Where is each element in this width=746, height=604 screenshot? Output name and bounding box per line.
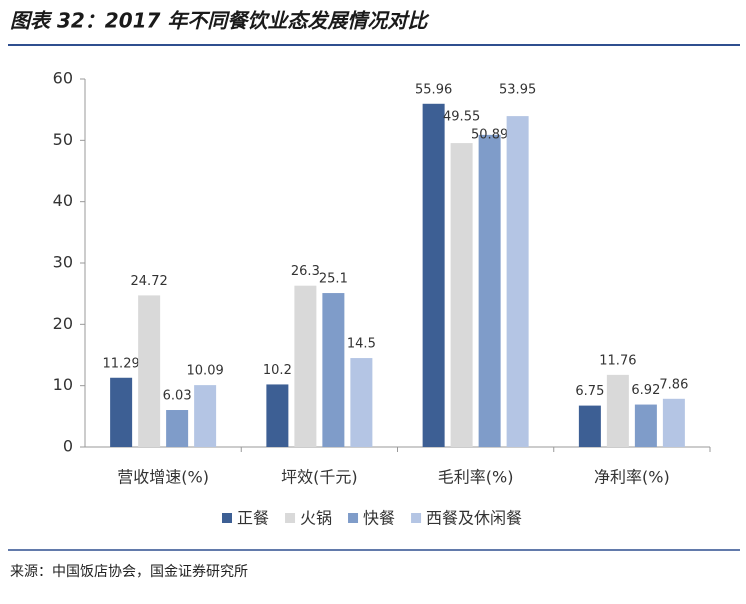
data-label: 53.95 [499, 83, 536, 98]
bar [506, 116, 529, 448]
data-label: 55.96 [415, 82, 452, 97]
x-tick-label: 营收增速(%) [117, 468, 209, 487]
data-label: 49.55 [443, 110, 480, 125]
data-label: 10.09 [187, 364, 224, 379]
legend-swatch [222, 513, 232, 523]
bar [166, 410, 189, 447]
bar [450, 143, 473, 448]
y-tick-label: 60 [53, 69, 73, 88]
data-label: 10.2 [263, 363, 292, 378]
y-tick-label: 40 [53, 191, 73, 210]
data-label: 6.92 [631, 383, 660, 398]
bar [194, 385, 217, 447]
x-tick-label: 坪效(千元) [281, 468, 358, 487]
bar [634, 404, 657, 447]
data-label: 50.89 [471, 127, 508, 142]
legend-label: 西餐及休闲餐 [426, 509, 522, 528]
bar [422, 103, 445, 448]
bar [322, 293, 345, 447]
x-tick-label: 净利率(%) [594, 468, 670, 487]
y-tick-label: 30 [53, 253, 73, 272]
bar [606, 374, 629, 447]
legend-swatch [285, 513, 296, 523]
bar [578, 405, 601, 447]
bar [138, 295, 161, 447]
chart-title: 图表 32：2017 年不同餐饮业态发展情况对比 [10, 9, 430, 33]
y-tick-label: 10 [53, 375, 73, 394]
data-label: 11.29 [103, 356, 140, 371]
y-tick-label: 20 [53, 314, 73, 333]
data-label: 25.1 [319, 272, 348, 287]
legend-swatch [348, 513, 359, 523]
legend-label: 正餐 [237, 509, 269, 528]
y-tick-label: 50 [53, 130, 73, 149]
data-label: 6.75 [575, 384, 604, 399]
legend-swatch [411, 513, 422, 523]
data-label: 11.76 [599, 353, 636, 368]
bar [294, 285, 317, 447]
data-label: 14.5 [347, 337, 376, 352]
data-label: 6.03 [163, 389, 192, 404]
bar [266, 384, 289, 447]
source: 来源：中国饭店协会，国金证券研究所 [10, 564, 248, 580]
legend-label: 火锅 [300, 509, 332, 528]
data-label: 7.86 [659, 377, 688, 392]
bar [478, 134, 501, 447]
bar [662, 398, 685, 447]
x-tick-label: 毛利率(%) [438, 468, 514, 487]
data-label: 26.3 [291, 264, 320, 279]
y-tick-label: 0 [63, 437, 73, 456]
bar [350, 358, 373, 447]
bar [110, 377, 133, 447]
data-label: 24.72 [131, 274, 168, 289]
legend-label: 快餐 [363, 509, 395, 528]
